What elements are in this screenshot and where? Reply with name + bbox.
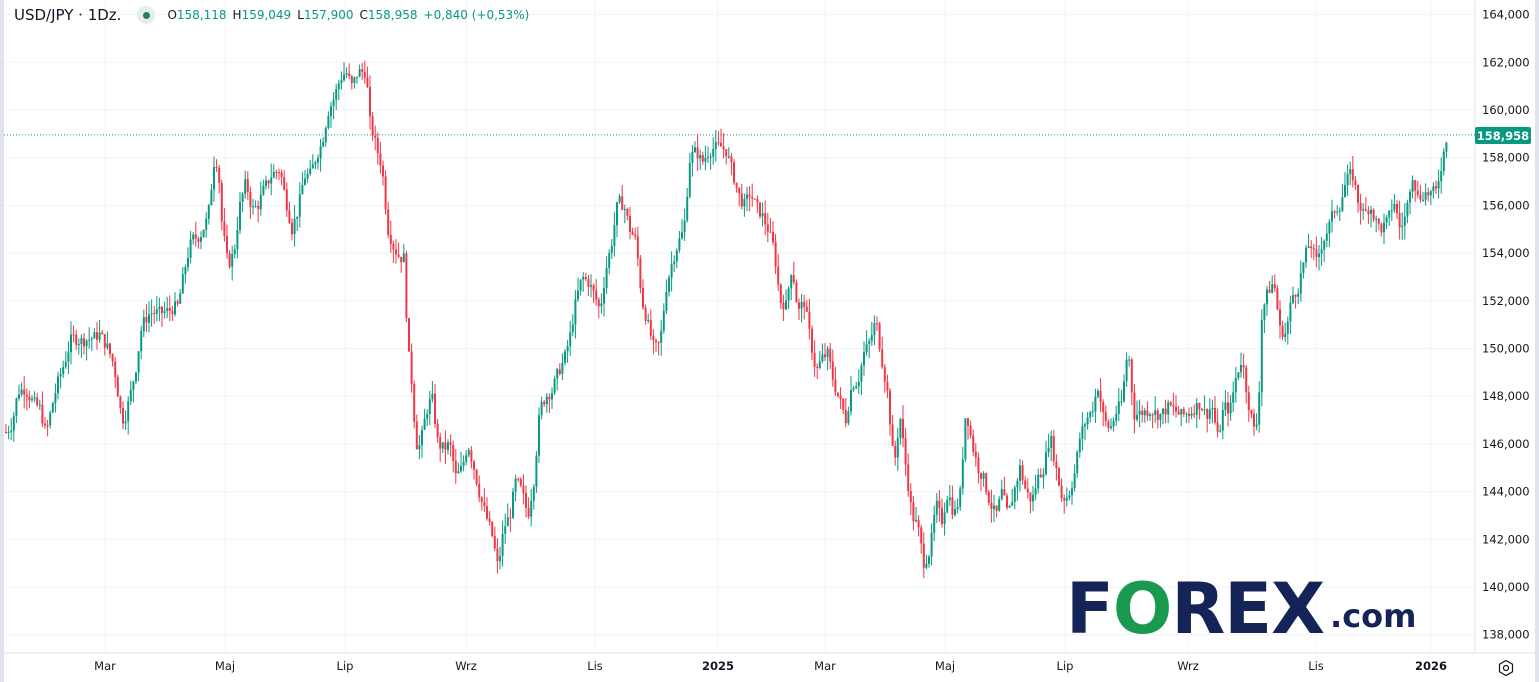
logo-text-o: O bbox=[1112, 568, 1173, 650]
time-tick-label: Lis bbox=[587, 659, 603, 673]
change-value: +0,840 (+0,53%) bbox=[423, 8, 530, 22]
price-axis[interactable]: 164,000 162,000 160,000 158,000 156,000 154,0… bbox=[1482, 8, 1530, 642]
price-tick-label: 150,000 bbox=[1482, 342, 1530, 356]
low-value: 157,900 bbox=[303, 8, 354, 22]
time-tick-label: Maj bbox=[215, 659, 235, 673]
time-tick-label: Mar bbox=[814, 659, 836, 673]
time-tick-label: Lip bbox=[1057, 659, 1074, 673]
symbol-title[interactable]: USD/JPY · 1Dz. bbox=[14, 6, 122, 24]
time-tick-label: 2026 bbox=[1415, 659, 1447, 673]
forex-com-logo: F O REX .com bbox=[1066, 568, 1417, 650]
symbol-legend: USD/JPY · 1Dz. O 158,118 H 159,049 L 157,90… bbox=[14, 5, 535, 25]
price-tick-label: 138,000 bbox=[1482, 628, 1530, 642]
close-label: C bbox=[359, 8, 368, 22]
price-tick-label: 144,000 bbox=[1482, 485, 1530, 499]
grid-lines bbox=[4, 0, 1535, 654]
price-tick-label: 142,000 bbox=[1482, 532, 1530, 546]
time-tick-label: 2025 bbox=[702, 659, 734, 673]
left-border bbox=[0, 0, 4, 682]
price-tick-label: 156,000 bbox=[1482, 198, 1530, 212]
open-label: O bbox=[167, 8, 177, 22]
price-tick-label: 160,000 bbox=[1482, 103, 1530, 117]
logo-text-rex: REX bbox=[1171, 568, 1325, 650]
market-open-dot-icon bbox=[142, 11, 150, 19]
price-tick-label: 152,000 bbox=[1482, 294, 1530, 308]
logo-text-f: F bbox=[1066, 568, 1114, 650]
time-tick-label: Maj bbox=[935, 659, 955, 673]
price-tick-label: 146,000 bbox=[1482, 437, 1530, 451]
right-border bbox=[1535, 0, 1539, 682]
last-price-tag: 158,958 bbox=[1475, 127, 1531, 144]
price-tick-label: 148,000 bbox=[1482, 389, 1530, 403]
low-label: L bbox=[297, 8, 304, 22]
candle-series bbox=[5, 60, 1448, 579]
time-tick-label: Lis bbox=[1308, 659, 1324, 673]
time-tick-label: Wrz bbox=[455, 659, 477, 673]
time-tick-label: Mar bbox=[94, 659, 116, 673]
price-tick-label: 154,000 bbox=[1482, 246, 1530, 260]
close-value: 158,958 bbox=[367, 8, 418, 22]
settings-icon[interactable] bbox=[1497, 659, 1515, 677]
high-label: H bbox=[232, 8, 242, 22]
price-tick-label: 162,000 bbox=[1482, 55, 1530, 69]
time-tick-label: Wrz bbox=[1177, 659, 1199, 673]
price-tick-label: 164,000 bbox=[1482, 8, 1530, 22]
time-tick-label: Lip bbox=[337, 659, 354, 673]
market-status-indicator[interactable] bbox=[137, 6, 156, 24]
high-value: 159,049 bbox=[241, 8, 292, 22]
logo-text-dotcom: .com bbox=[1330, 597, 1417, 635]
open-value: 158,118 bbox=[176, 8, 227, 22]
time-axis[interactable]: Mar Maj Lip Wrz Lis 2025 Mar Maj Lip Wrz Lis 2026 bbox=[94, 659, 1447, 673]
price-tick-label: 140,000 bbox=[1482, 580, 1530, 594]
price-tick-label: 158,000 bbox=[1482, 151, 1530, 165]
